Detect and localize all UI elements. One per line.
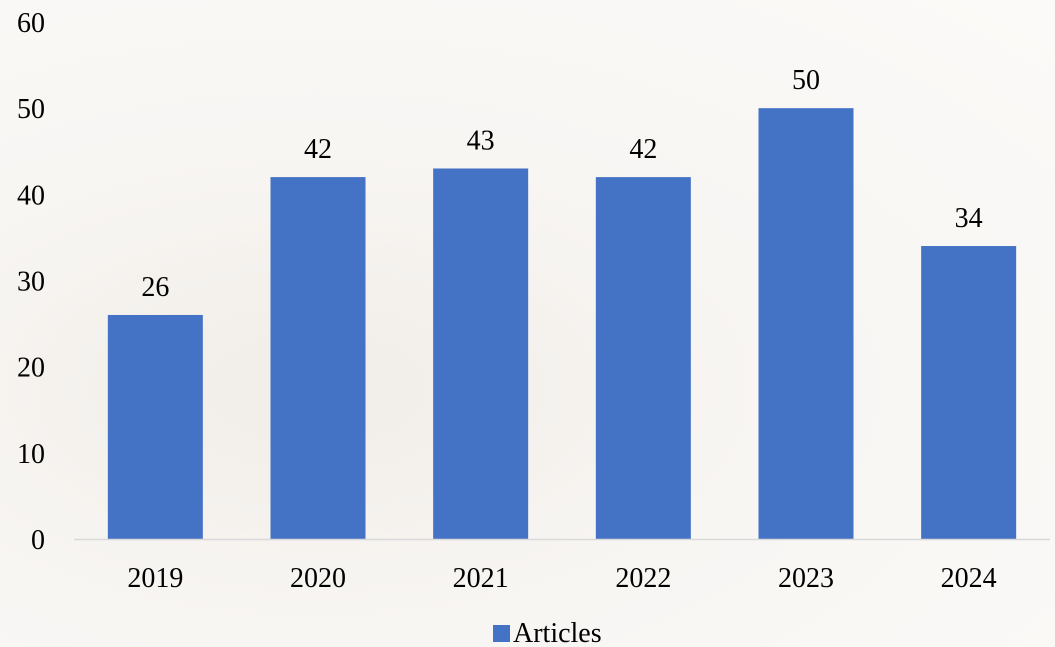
y-axis-ticks: 0 10 20 30 40 50 60: [17, 8, 45, 556]
y-tick-label: 20: [17, 353, 45, 384]
data-label: 50: [792, 65, 820, 96]
bars: [107, 108, 1017, 540]
bar: [270, 177, 366, 539]
y-tick-label: 50: [17, 94, 45, 125]
data-label: 42: [304, 134, 332, 165]
bar: [921, 246, 1017, 540]
data-label: 43: [467, 125, 495, 156]
legend: Articles: [493, 618, 602, 647]
legend-swatch: [493, 625, 510, 642]
x-tick-label: 2024: [941, 563, 997, 594]
legend-label: Articles: [513, 618, 602, 647]
y-tick-label: 30: [17, 267, 45, 298]
data-label: 42: [629, 134, 657, 165]
bar: [107, 314, 203, 539]
data-label: 34: [955, 203, 983, 234]
x-axis-ticks: 2019 2020 2021 2022 2023 2024: [127, 563, 996, 594]
bar: [433, 168, 529, 539]
x-tick-label: 2021: [453, 563, 509, 594]
x-tick-label: 2020: [290, 563, 346, 594]
data-labels: 26 42 43 42 50 34: [141, 65, 982, 303]
y-tick-label: 60: [17, 8, 45, 39]
x-tick-label: 2019: [127, 563, 183, 594]
y-tick-label: 0: [31, 525, 45, 556]
x-tick-label: 2023: [778, 563, 834, 594]
bar: [595, 177, 691, 539]
y-tick-label: 10: [17, 439, 45, 470]
data-label: 26: [141, 272, 169, 303]
y-tick-label: 40: [17, 180, 45, 211]
bar: [758, 108, 854, 540]
x-tick-label: 2022: [615, 563, 671, 594]
